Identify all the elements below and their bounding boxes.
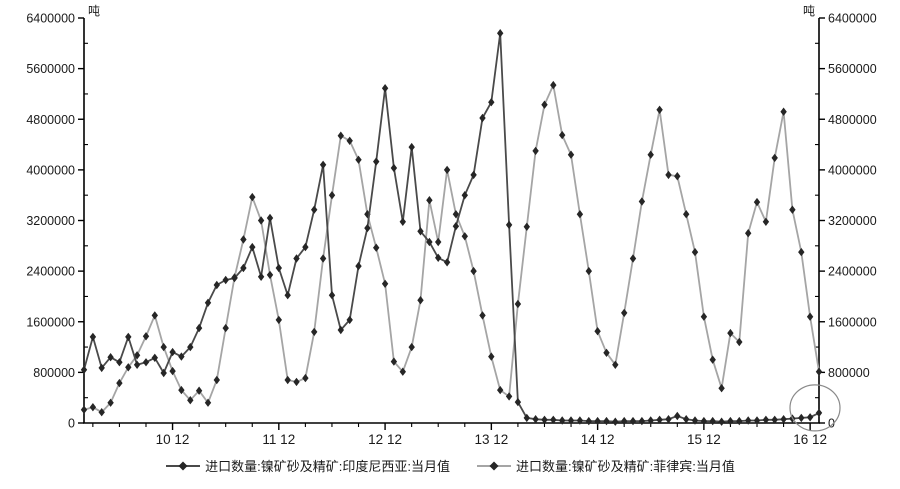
x-axis-tick-label: 12 12	[368, 432, 402, 447]
y-axis-tick-label-right: 800000	[828, 366, 870, 380]
y-axis-tick-label-left: 4800000	[26, 113, 75, 127]
legend-label-indonesia: 进口数量:镍矿砂及精矿:印度尼西亚:当月值	[205, 459, 450, 474]
y-axis-tick-label-left: 1600000	[26, 315, 75, 329]
y-axis-unit-left: 吨	[88, 4, 100, 18]
x-axis-tick-label: 16 12	[793, 432, 827, 447]
x-axis-tick-label: 14 12	[581, 432, 615, 447]
y-axis-tick-label-left: 6400000	[26, 12, 75, 26]
x-axis-tick-label: 11 12	[262, 432, 295, 447]
legend-item-indonesia: 进口数量:镍矿砂及精矿:印度尼西亚:当月值	[165, 456, 450, 475]
x-axis-tick-label: 15 12	[687, 432, 721, 447]
annotation-circle	[789, 384, 841, 432]
y-axis-tick-label-right: 0	[828, 417, 835, 431]
series-markers-indonesia	[80, 29, 823, 426]
x-axis-tick-label: 13 12	[474, 432, 508, 447]
y-axis-tick-label-right: 2400000	[828, 265, 877, 279]
y-axis-tick-label-right: 5600000	[828, 62, 877, 76]
y-axis-tick-label-right: 4000000	[828, 163, 877, 177]
x-axis-tick-label: 10 12	[156, 432, 190, 447]
legend-label-philippines: 进口数量:镍矿砂及精矿:菲律宾:当月值	[516, 459, 735, 474]
series-line-philippines	[83, 84, 820, 414]
legend-item-philippines: 进口数量:镍矿砂及精矿:菲律宾:当月值	[476, 456, 735, 475]
series-markers-philippines	[80, 80, 823, 417]
legend-swatch-philippines-icon	[477, 461, 511, 470]
y-axis-tick-label-left: 3200000	[26, 214, 75, 228]
y-axis-tick-label-right: 4800000	[828, 113, 877, 127]
line-chart-canvas: 0 0 800000 800000 1600000 1600000 2400000 24000…	[26, 4, 877, 447]
y-axis-tick-label-left: 0	[68, 417, 75, 431]
y-axis-tick-label-left: 2400000	[26, 265, 75, 279]
series-line-indonesia	[83, 32, 820, 423]
chart-legend: 进口数量:镍矿砂及精矿:印度尼西亚:当月值 进口数量:镍矿砂及精矿:菲律宾:当月…	[0, 456, 900, 475]
y-axis-tick-label-left: 4000000	[26, 163, 75, 177]
y-axis-tick-label-right: 3200000	[828, 214, 877, 228]
legend-swatch-indonesia-icon	[166, 461, 201, 470]
y-axis-tick-label-left: 800000	[33, 366, 75, 380]
y-axis-tick-label-left: 5600000	[26, 62, 75, 76]
y-axis-tick-label-right: 1600000	[828, 315, 877, 329]
y-axis-tick-label-right: 6400000	[828, 12, 877, 26]
y-axis-unit-right: 吨	[803, 4, 815, 18]
